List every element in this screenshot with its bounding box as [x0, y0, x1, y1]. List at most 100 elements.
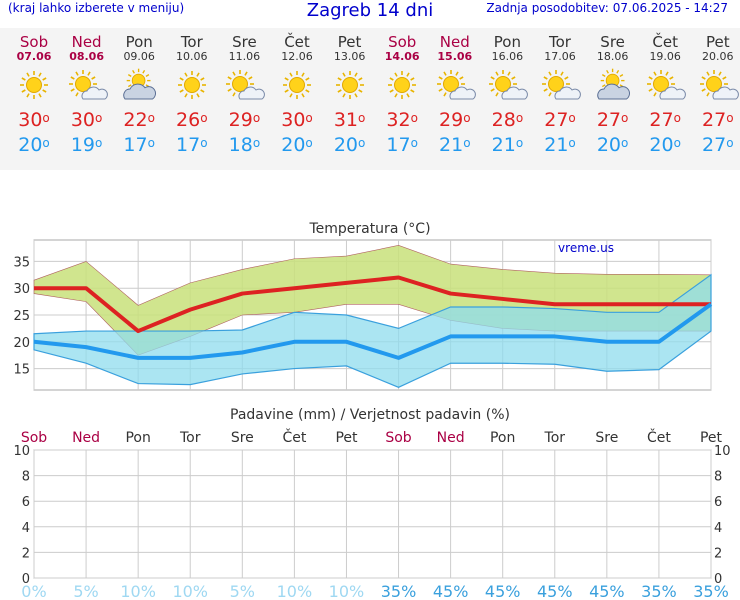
day-date: 20.06: [702, 50, 734, 63]
precipitation-probability: 10%: [329, 582, 365, 600]
day-name: Čet: [652, 33, 678, 51]
sun-cloud-icon: [692, 68, 740, 102]
max-temperature: 32o: [376, 108, 428, 132]
max-temperature-value: 32: [386, 109, 411, 131]
day-column: Sob 07.06 30o 20o: [8, 34, 60, 158]
max-temperature: 31o: [324, 108, 376, 132]
degree-symbol: o: [463, 136, 471, 150]
sun-cloud-icon: [218, 68, 270, 102]
day-column: Tor 17.06 27o 21o: [534, 34, 586, 158]
min-temperature-value: 20: [649, 134, 674, 156]
max-temperature: 27o: [639, 108, 691, 132]
day-date: 09.06: [123, 50, 155, 63]
sun-cloud-icon: [639, 68, 691, 102]
last-update-value: 07.06.2025 - 14:27: [612, 1, 728, 15]
day-column: Sob 14.06 32o 17o: [376, 34, 428, 158]
precipitation-tick-label-right: 4: [714, 521, 722, 536]
degree-symbol: o: [42, 111, 50, 125]
precipitation-tick-label-left: 2: [22, 546, 30, 561]
precipitation-tick-label-left: 6: [22, 495, 30, 510]
day-date: 11.06: [228, 50, 261, 63]
max-temperature: 29o: [218, 108, 270, 132]
day-column: Sre 11.06 29o 18 o: [218, 34, 270, 158]
day-date: 15.06: [437, 50, 473, 63]
precipitation-day-label: Sre: [595, 430, 618, 446]
min-temperature-value: 17: [386, 134, 411, 156]
day-column: Pon 16.06 28o 21o: [481, 34, 533, 158]
precipitation-day-label: Sob: [21, 430, 47, 446]
temperature-tick-label: 35: [13, 255, 30, 270]
min-temperature-value: 20: [281, 134, 306, 156]
day-name: Pet: [337, 33, 362, 51]
min-temperature-value: 20: [18, 134, 43, 156]
min-temperature-value: 20: [333, 134, 359, 156]
last-update: Zadnja posodobitev: 07.06.2025 - 14:27: [482, 1, 728, 15]
day-column: Pet 13.06 31o 20o: [324, 34, 376, 158]
degree-symbol: o: [621, 111, 629, 125]
day-name: Tor: [180, 33, 203, 51]
day-name: Pon: [493, 33, 521, 51]
sun-cloud-icon: [534, 68, 586, 102]
last-update-label: Zadnja posodobitev:: [486, 1, 609, 15]
max-temperature-value: 27: [544, 109, 569, 131]
min-temperature: 21o: [429, 132, 481, 158]
degree-symbol: o: [621, 136, 629, 150]
degree-symbol: o: [252, 111, 261, 125]
day-name: Sre: [232, 33, 257, 51]
degree-symbol: o: [463, 111, 471, 125]
degree-symbol: o: [726, 111, 734, 125]
max-temperature-value: 22: [123, 109, 148, 131]
day-column: Sre 18.06 27o 20o: [587, 34, 639, 158]
max-temperature-value: 27: [702, 109, 727, 131]
day-date: 12.06: [281, 50, 313, 63]
precipitation-tick-label-right: 10: [714, 444, 731, 459]
day-column: Pet 20.06 27o 27o: [692, 34, 740, 158]
precipitation-tick-label-left: 8: [22, 470, 30, 485]
degree-symbol: o: [673, 136, 681, 150]
precipitation-day-label: Čet: [282, 428, 306, 446]
sun-cloud-icon: [481, 68, 533, 102]
precipitation-probability: 10%: [172, 582, 208, 600]
day-date: 14.06: [384, 50, 420, 63]
min-temperature: 17o: [113, 132, 165, 158]
precipitation-probability: 35%: [381, 582, 417, 600]
min-temperature-value: 21: [491, 134, 516, 156]
day-date: 16.06: [491, 50, 524, 63]
max-temperature-value: 29: [228, 109, 253, 131]
min-temperature-line: [33, 302, 713, 360]
day-name: Ned: [71, 33, 102, 51]
min-temperature-value: 17: [123, 134, 148, 156]
precipitation-probability: 10%: [277, 582, 313, 600]
day-date: 13.06: [333, 50, 366, 63]
max-temperature: 26o: [166, 108, 218, 132]
degree-symbol: o: [568, 136, 576, 150]
precipitation-day-label: Sob: [385, 430, 411, 446]
day-date: 19.06: [649, 50, 681, 63]
precipitation-day-label: Tor: [544, 430, 566, 446]
degree-symbol: o: [673, 111, 681, 125]
day-column: Ned 08.06 30o 19o: [61, 34, 113, 158]
max-temperature-value: 26: [176, 109, 201, 131]
degree-symbol: o: [147, 136, 155, 150]
sun-icon: [271, 68, 323, 102]
precipitation-day-label: Ned: [72, 430, 100, 446]
daily-forecast: Sob 07.06 30o 20o Ned 08.06 30o 19o Pon 09.06 22o 1…: [0, 28, 740, 170]
precipitation-probability: 5%: [73, 582, 98, 600]
precipitation-day-label: Sre: [231, 430, 254, 446]
degree-symbol: o: [515, 111, 524, 125]
cloud-sun-icon: [587, 68, 639, 102]
min-temperature-value: 18: [228, 134, 253, 156]
precipitation-probability: 45%: [485, 582, 521, 600]
day-name: Ned: [439, 33, 470, 51]
max-temperature: 29o: [429, 108, 481, 132]
precipitation-tick-label-right: 2: [714, 546, 722, 561]
day-name: Tor: [549, 33, 571, 51]
precipitation-tick-label-left: 0: [22, 572, 30, 587]
min-temperature: 20o: [8, 132, 60, 158]
min-temperature: 17o: [166, 132, 218, 158]
menu-hint[interactable]: (kraj lahko izberete v meniju): [8, 1, 185, 15]
precipitation-day-label: Ned: [437, 430, 465, 446]
day-name: Sob: [388, 33, 417, 51]
min-temperature: 21o: [481, 132, 533, 158]
